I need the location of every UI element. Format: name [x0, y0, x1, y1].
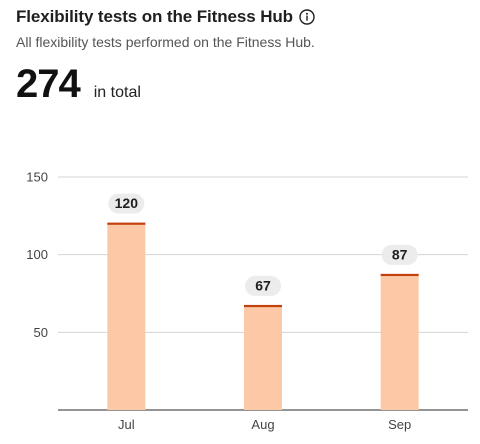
chart-title: Flexibility tests on the Fitness Hub — [16, 7, 293, 26]
info-icon[interactable] — [299, 9, 315, 25]
bar-sep[interactable] — [380, 274, 419, 410]
y-tick-label-100: 100 — [26, 247, 48, 262]
y-tick-label-150: 150 — [26, 170, 48, 185]
x-tick-label-aug: Aug — [251, 417, 274, 432]
y-tick-label-50: 50 — [34, 325, 48, 340]
x-tick-label-jul: Jul — [118, 417, 135, 432]
value-pill-jul — [108, 193, 145, 214]
total-summary: 274 in total — [16, 62, 141, 107]
total-value: 274 — [16, 62, 81, 106]
bar-top-aug — [244, 304, 282, 308]
data-label-sep: 87 — [392, 246, 408, 262]
bar-top-sep — [380, 273, 419, 277]
title-row: Flexibility tests on the Fitness Hub — [16, 7, 315, 27]
x-tick-label-sep: Sep — [388, 417, 411, 432]
data-label-aug: 67 — [255, 277, 271, 293]
bar-top-jul — [107, 222, 146, 225]
value-pill-aug — [245, 275, 281, 296]
chart-subtitle: All flexibility tests performed on the F… — [16, 34, 315, 50]
bar-jul[interactable] — [107, 223, 146, 410]
total-suffix: in total — [93, 84, 141, 101]
value-pill-sep — [381, 244, 418, 265]
bar-aug[interactable] — [244, 305, 282, 410]
data-label-jul: 120 — [115, 195, 139, 211]
